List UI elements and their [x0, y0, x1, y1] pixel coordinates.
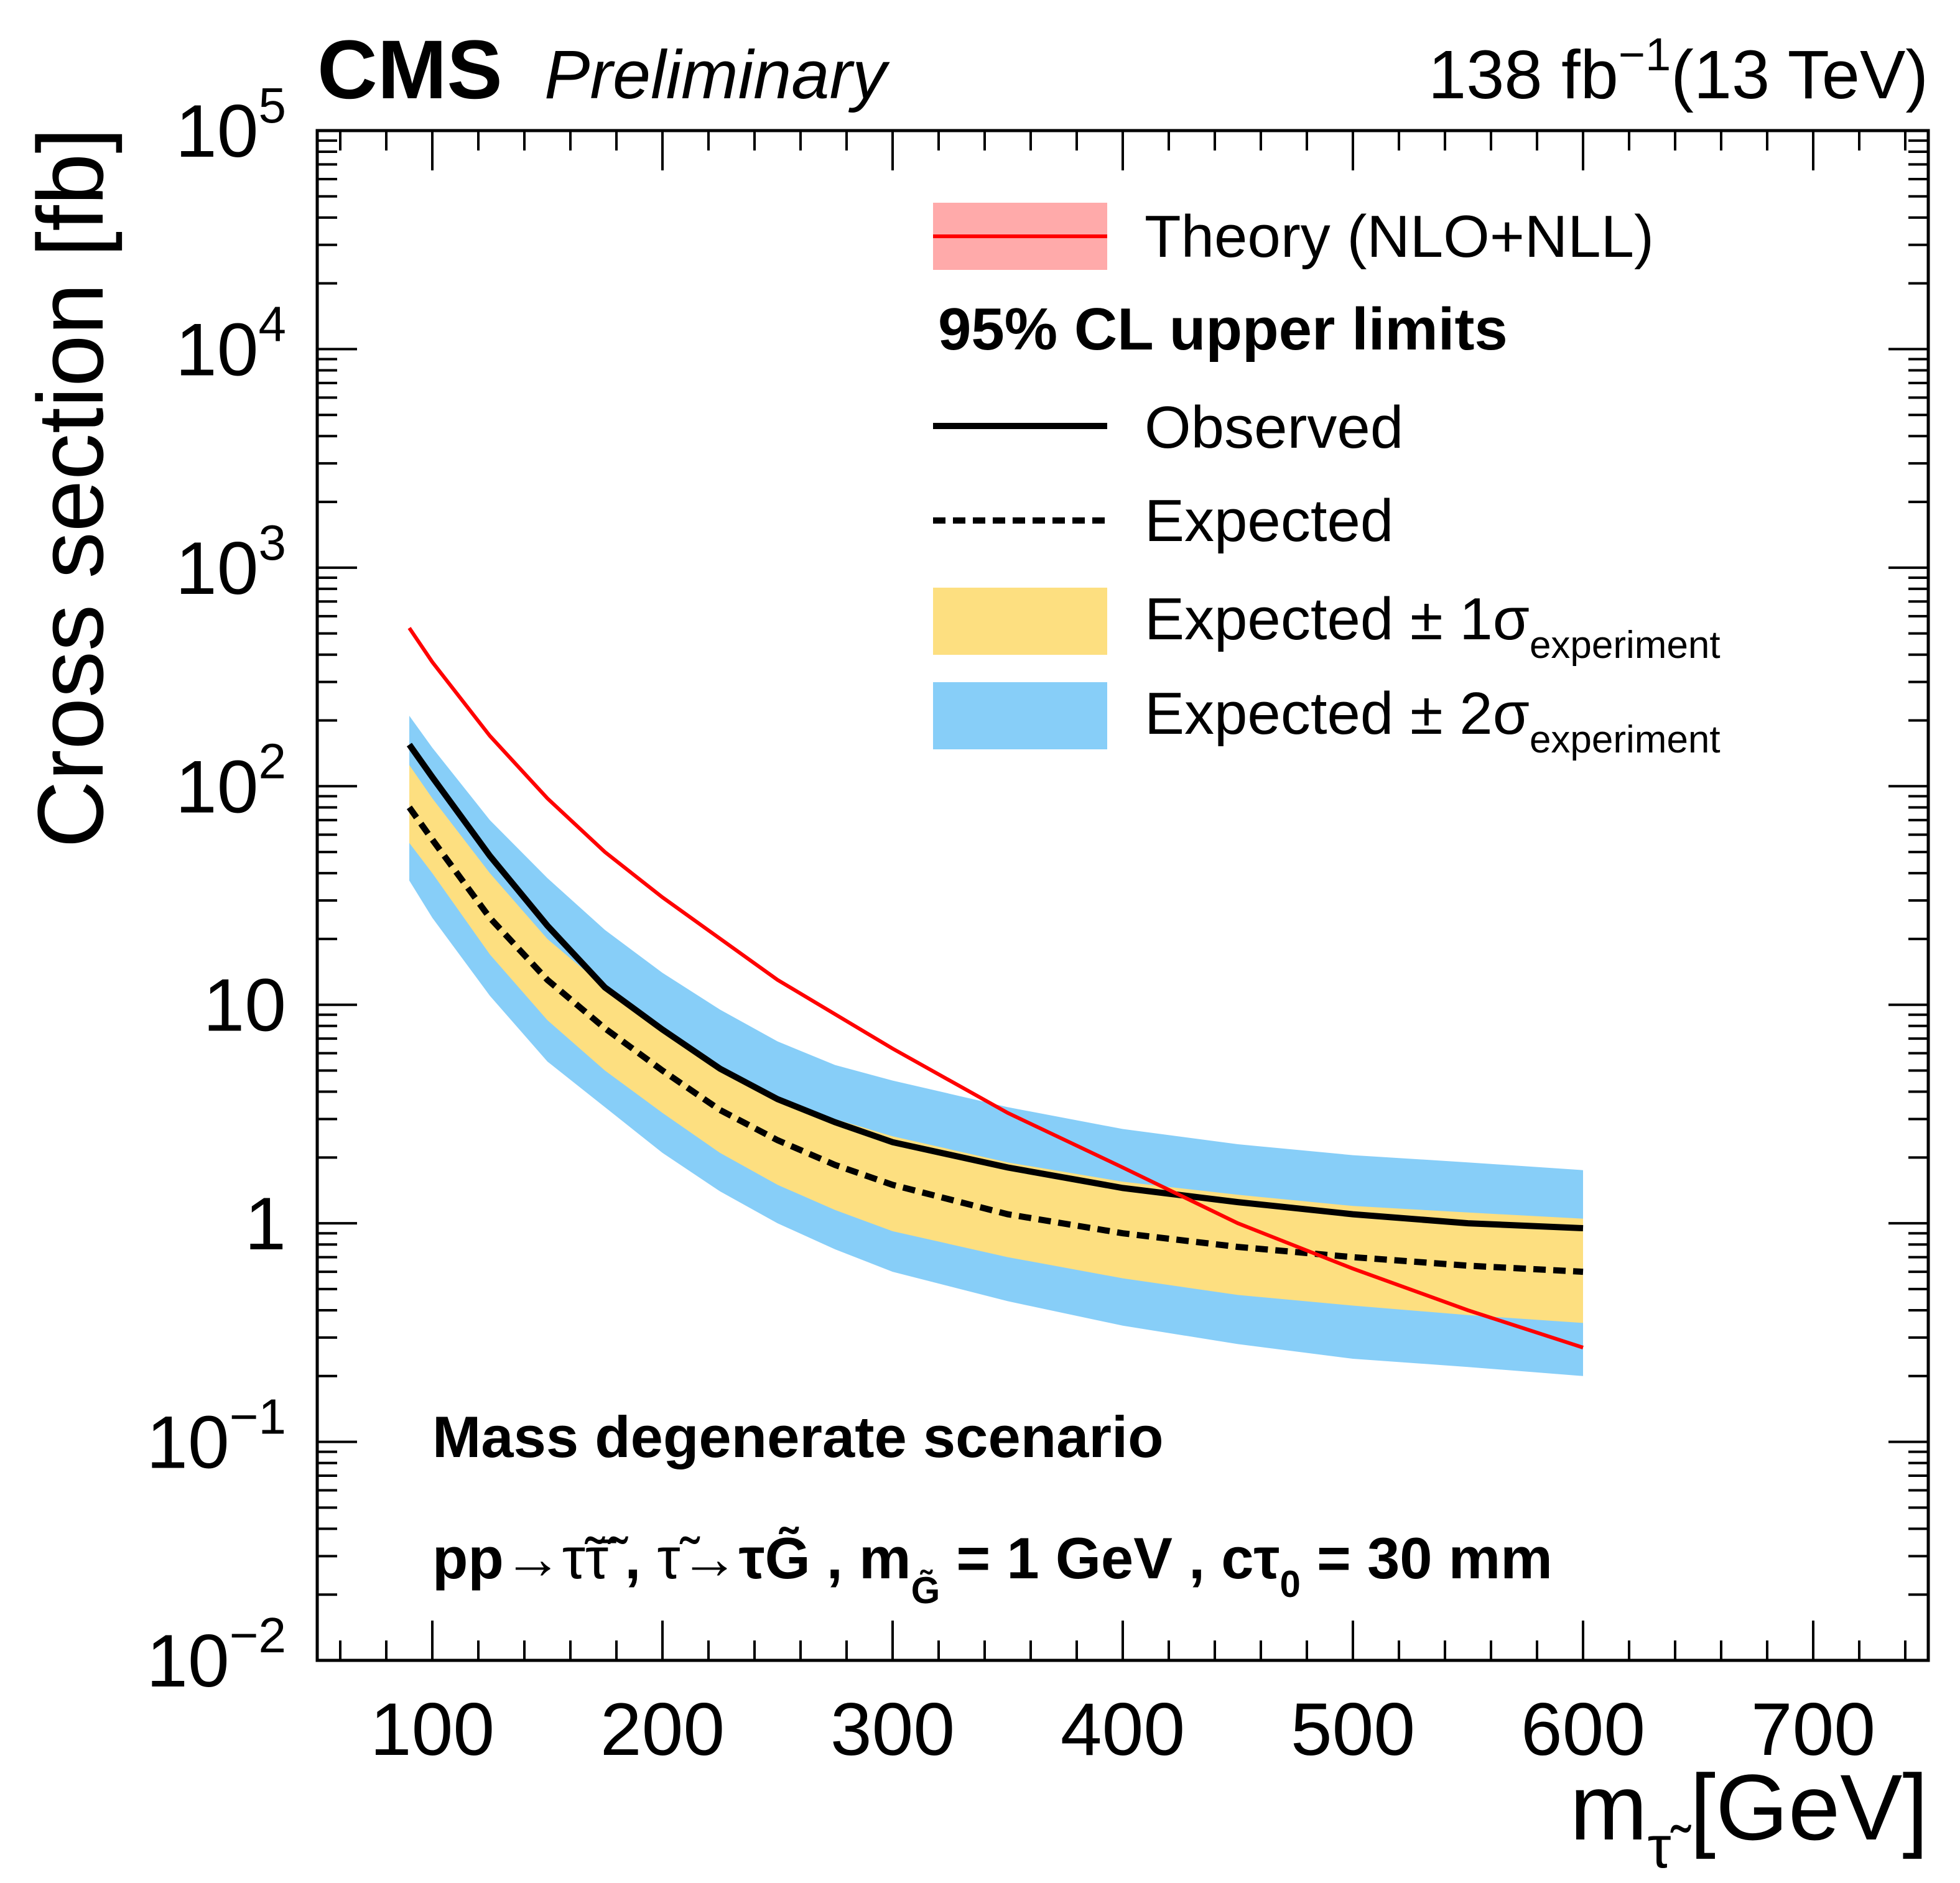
- lumi-exponent: −1: [1619, 29, 1671, 80]
- y-tick-base: 10: [203, 964, 286, 1047]
- x-tick-label: 400: [1061, 1688, 1185, 1771]
- theory-line: [407, 627, 1584, 1349]
- y-tick-base: 10: [175, 527, 258, 610]
- y-tick-label: 105: [175, 78, 286, 173]
- preliminary-label: Preliminary: [544, 37, 890, 113]
- y-tick-label: 104: [175, 296, 286, 391]
- y-tick-exponent: 4: [259, 296, 287, 351]
- process-ctau-subscript: 0: [1280, 1563, 1301, 1605]
- cms-label: CMS: [317, 24, 503, 116]
- y-tick-label: 10: [203, 964, 286, 1047]
- x-tick-label: 300: [830, 1688, 955, 1771]
- legend-band1-swatch: [933, 588, 1107, 655]
- legend-theory-label: Theory (NLO+NLL): [1145, 203, 1654, 270]
- legend-band1-subscript: experiment: [1530, 624, 1721, 667]
- y-tick-base: 1: [244, 1182, 286, 1265]
- process-sep1: ,: [608, 1525, 657, 1591]
- y-tick-exponent: 5: [259, 78, 287, 133]
- x-tick-label: 700: [1751, 1688, 1875, 1771]
- lumi-label: 138 fb−1(13 TeV): [1428, 29, 1928, 113]
- process-mass-eq: = 1 GeV , cτ: [940, 1525, 1280, 1591]
- x-tick-label: 200: [600, 1688, 725, 1771]
- y-tick-base: 10: [146, 1401, 229, 1484]
- x-tick-label: 600: [1521, 1688, 1645, 1771]
- y-tick-label: 1: [244, 1182, 286, 1265]
- x-axis-title: mτ̃ [GeV]: [1570, 1755, 1928, 1880]
- x-axis-symbol: m: [1570, 1755, 1648, 1859]
- legend-band2-text: Expected ± 2σ: [1145, 680, 1530, 747]
- x-tick-label: 100: [370, 1688, 495, 1771]
- legend-band2-label: Expected ± 2σexperiment: [1145, 680, 1721, 761]
- y-tick-exponent: 3: [259, 515, 287, 570]
- x-axis-unit: [GeV]: [1690, 1755, 1929, 1859]
- y-tick-base: 10: [175, 308, 258, 391]
- legend-band1-label: Expected ± 1σexperiment: [1145, 586, 1721, 667]
- legend-band1-text: Expected ± 1σ: [1145, 586, 1530, 652]
- y-tick-exponent: −2: [230, 1608, 286, 1663]
- y-tick-label: 10−2: [146, 1608, 286, 1703]
- legend-observed-label: Observed: [1145, 394, 1403, 461]
- process-mass-subscript: G̃: [911, 1570, 941, 1611]
- y-tick-base: 10: [175, 90, 258, 173]
- band-1sigma: [409, 765, 1583, 1323]
- y-tick-label: 10−1: [146, 1389, 286, 1484]
- process-ctau-eq: = 30 mm: [1301, 1525, 1553, 1591]
- y-tick-base: 10: [146, 1619, 229, 1703]
- y-tick-exponent: 2: [259, 733, 287, 789]
- legend-expected-label: Expected: [1145, 488, 1393, 554]
- process-gravitino: G̃: [765, 1525, 810, 1591]
- legend-band2-swatch: [933, 682, 1107, 749]
- y-tick-exponent: −1: [230, 1389, 286, 1445]
- x-tick-label: 500: [1291, 1688, 1415, 1771]
- axis-tick-labels: 100 200 300 400 500 600 70010510410310210110−1…: [146, 78, 1875, 1771]
- lumi-value: 138 fb: [1428, 37, 1619, 113]
- lumi-energy: (13 TeV): [1671, 37, 1928, 113]
- scenario-annotation: Mass degenerate scenario: [432, 1404, 1164, 1469]
- process-decay: →τ: [680, 1525, 765, 1591]
- legend: Theory (NLO+NLL) 95% CL upper limits Obs…: [933, 203, 1721, 761]
- legend-header: 95% CL upper limits: [938, 296, 1508, 363]
- observed-line: [406, 743, 1584, 1231]
- process-pp: pp→: [432, 1525, 562, 1591]
- process-sep2: , m: [810, 1525, 911, 1591]
- series-lines: [406, 627, 1584, 1349]
- y-tick-label: 102: [175, 733, 286, 828]
- axis-ticks: [317, 129, 1928, 1662]
- y-tick-label: 103: [175, 515, 286, 610]
- process-annotation: pp→τ̃τ̃̄ , τ̃→τG̃ , mG̃ = 1 GeV , cτ0 = …: [432, 1525, 1553, 1611]
- y-axis-title: Cross section [fb]: [18, 127, 123, 848]
- x-axis-subscript: τ̃: [1648, 1814, 1692, 1880]
- legend-band2-subscript: experiment: [1530, 718, 1721, 761]
- y-tick-base: 10: [175, 745, 258, 828]
- uncertainty-bands: [409, 716, 1583, 1376]
- expected-line: [406, 805, 1584, 1275]
